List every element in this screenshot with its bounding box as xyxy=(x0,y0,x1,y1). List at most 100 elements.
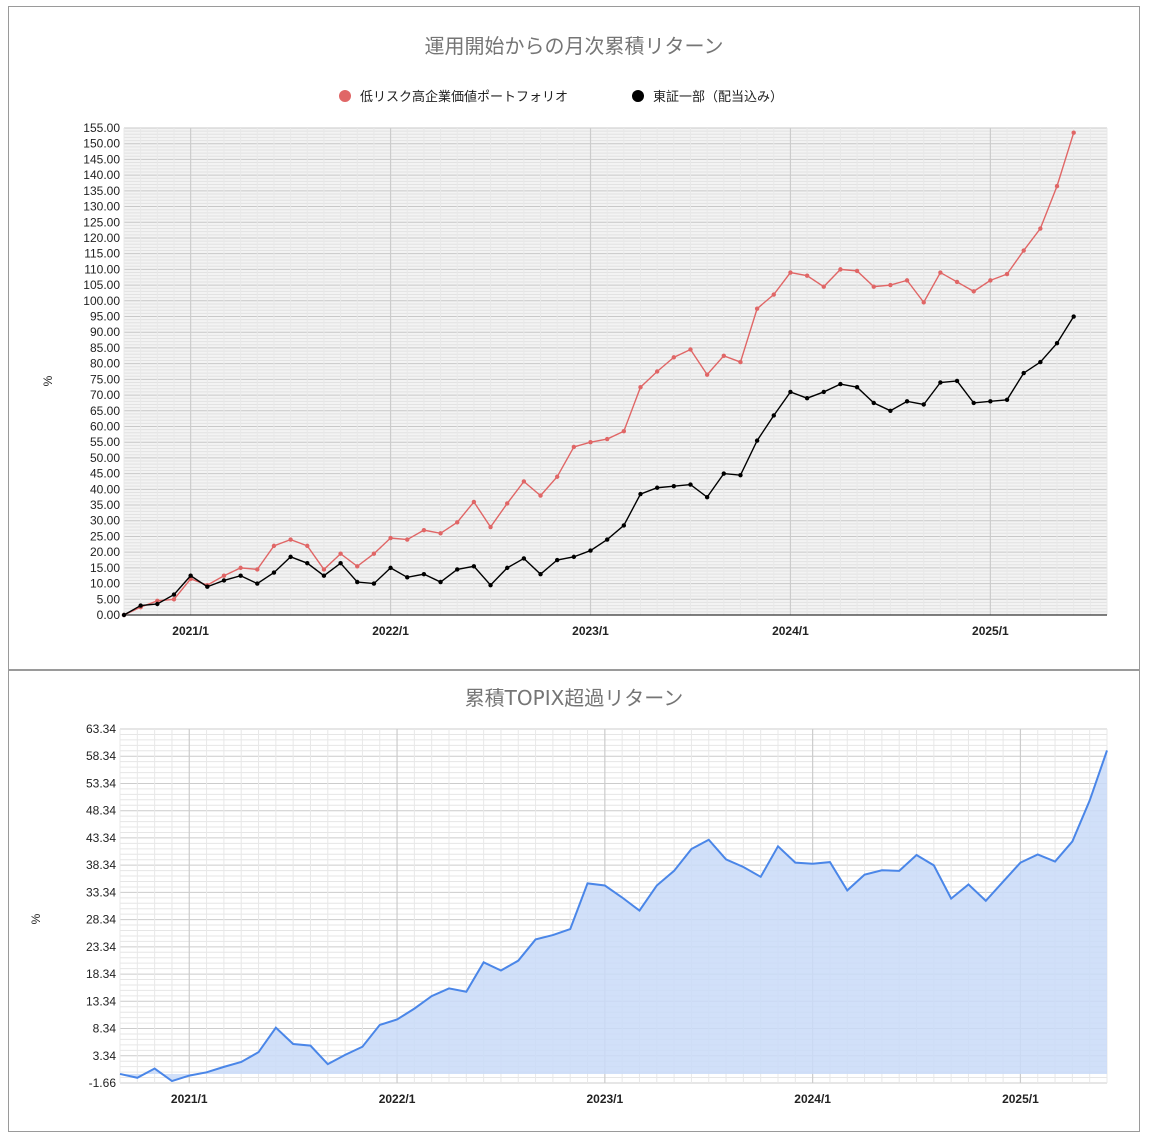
data-point[interactable] xyxy=(421,571,427,577)
data-point[interactable] xyxy=(471,564,477,569)
data-point[interactable] xyxy=(954,378,960,384)
data-point[interactable] xyxy=(221,573,227,578)
data-point[interactable] xyxy=(488,524,493,530)
data-point[interactable] xyxy=(371,551,377,556)
data-point[interactable] xyxy=(921,300,926,305)
data-point[interactable] xyxy=(671,355,677,360)
data-point[interactable] xyxy=(771,413,776,418)
data-point[interactable] xyxy=(521,556,527,561)
data-point[interactable] xyxy=(388,535,393,541)
data-point[interactable] xyxy=(738,472,743,478)
data-point[interactable] xyxy=(871,284,876,289)
data-point[interactable] xyxy=(455,520,460,525)
data-point[interactable] xyxy=(788,389,793,395)
data-point[interactable] xyxy=(171,592,177,597)
data-point[interactable] xyxy=(505,565,510,571)
data-point[interactable] xyxy=(554,557,560,563)
data-point[interactable] xyxy=(688,347,693,352)
data-point[interactable] xyxy=(588,548,593,553)
data-point[interactable] xyxy=(371,581,377,586)
data-point[interactable] xyxy=(288,554,293,560)
data-point[interactable] xyxy=(854,268,860,274)
data-point[interactable] xyxy=(471,499,477,505)
data-point[interactable] xyxy=(938,270,943,275)
data-point[interactable] xyxy=(688,482,693,487)
data-point[interactable] xyxy=(588,439,593,445)
data-point[interactable] xyxy=(1071,130,1076,135)
data-point[interactable] xyxy=(405,575,410,580)
data-point[interactable] xyxy=(255,581,260,586)
data-point[interactable] xyxy=(155,601,160,607)
data-point[interactable] xyxy=(321,573,327,578)
data-point[interactable] xyxy=(788,270,793,275)
data-point[interactable] xyxy=(288,537,293,542)
data-point[interactable] xyxy=(704,372,710,377)
data-point[interactable] xyxy=(754,438,760,443)
data-point[interactable] xyxy=(988,278,993,283)
data-point[interactable] xyxy=(654,369,660,374)
data-point[interactable] xyxy=(438,579,443,585)
data-point[interactable] xyxy=(438,531,443,536)
data-point[interactable] xyxy=(1038,226,1043,231)
data-point[interactable] xyxy=(888,282,893,288)
data-point[interactable] xyxy=(355,564,360,569)
data-point[interactable] xyxy=(954,279,960,285)
data-point[interactable] xyxy=(338,551,343,556)
data-point[interactable] xyxy=(138,603,143,608)
data-point[interactable] xyxy=(571,444,577,450)
data-point[interactable] xyxy=(421,527,427,533)
data-point[interactable] xyxy=(1004,397,1010,402)
data-point[interactable] xyxy=(838,381,843,387)
data-point[interactable] xyxy=(621,428,627,434)
data-point[interactable] xyxy=(1038,359,1043,365)
data-point[interactable] xyxy=(554,474,560,479)
data-point[interactable] xyxy=(754,306,760,311)
data-point[interactable] xyxy=(604,537,610,542)
data-point[interactable] xyxy=(305,560,310,566)
data-point[interactable] xyxy=(871,400,876,406)
data-point[interactable] xyxy=(804,396,810,401)
data-point[interactable] xyxy=(604,436,610,442)
data-point[interactable] xyxy=(505,501,510,506)
legend-label-tse[interactable]: 東証一部（配当込み） xyxy=(653,89,783,105)
data-point[interactable] xyxy=(971,400,976,406)
data-point[interactable] xyxy=(671,483,677,489)
series-line[interactable] xyxy=(119,750,1108,1083)
data-point[interactable] xyxy=(838,267,843,272)
data-point[interactable] xyxy=(1021,370,1026,376)
data-point[interactable] xyxy=(654,485,660,490)
data-point[interactable] xyxy=(738,359,743,365)
data-point[interactable] xyxy=(771,292,776,297)
data-point[interactable] xyxy=(538,493,543,498)
data-point[interactable] xyxy=(704,494,710,500)
data-point[interactable] xyxy=(121,612,127,618)
data-point[interactable] xyxy=(721,353,726,358)
data-point[interactable] xyxy=(388,565,393,571)
data-point[interactable] xyxy=(355,579,360,585)
data-point[interactable] xyxy=(821,389,826,395)
data-point[interactable] xyxy=(854,385,860,390)
data-point[interactable] xyxy=(488,582,493,588)
data-point[interactable] xyxy=(521,479,527,484)
data-point[interactable] xyxy=(171,597,177,602)
data-point[interactable] xyxy=(188,573,193,578)
legend-label-portfolio[interactable]: 低リスク高企業価値ポートフォリオ xyxy=(360,89,568,105)
data-point[interactable] xyxy=(571,554,577,560)
data-point[interactable] xyxy=(1021,248,1026,253)
data-point[interactable] xyxy=(221,578,227,583)
data-point[interactable] xyxy=(904,278,910,283)
data-point[interactable] xyxy=(321,567,327,572)
data-point[interactable] xyxy=(971,289,976,294)
data-point[interactable] xyxy=(638,385,643,390)
data-point[interactable] xyxy=(821,284,826,289)
data-point[interactable] xyxy=(455,567,460,572)
data-point[interactable] xyxy=(305,543,310,549)
data-point[interactable] xyxy=(1071,314,1076,319)
data-point[interactable] xyxy=(271,543,277,549)
data-point[interactable] xyxy=(638,491,643,497)
data-point[interactable] xyxy=(1054,183,1060,189)
data-point[interactable] xyxy=(405,537,410,542)
data-point[interactable] xyxy=(888,408,893,413)
data-point[interactable] xyxy=(921,402,926,407)
data-point[interactable] xyxy=(904,399,910,404)
